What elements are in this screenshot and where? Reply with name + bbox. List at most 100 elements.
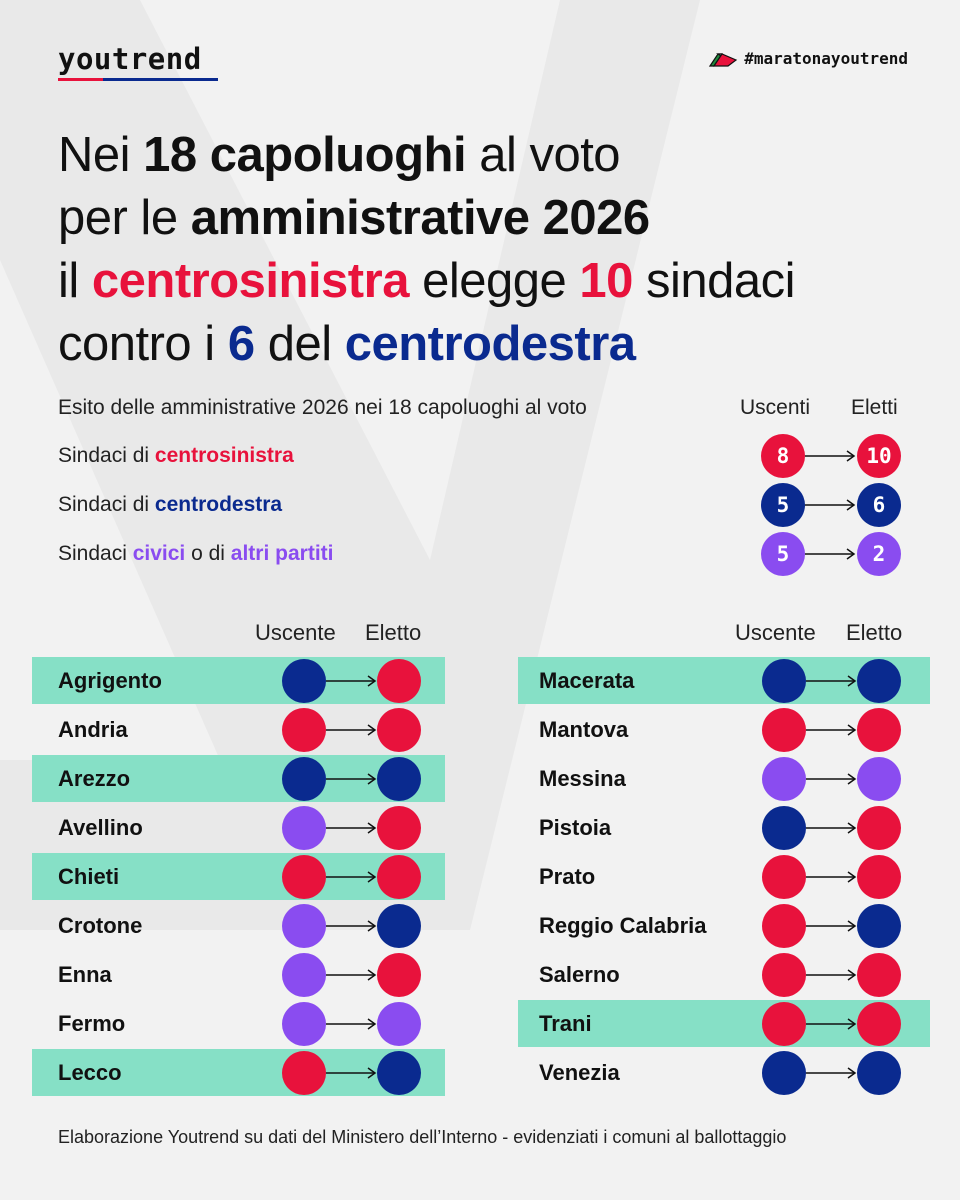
hashtag: #maratonayoutrend: [708, 48, 908, 68]
uscente-dot: [762, 806, 806, 850]
left-col-eletto: Eletto: [365, 620, 422, 645]
city-name: Prato: [539, 864, 596, 889]
city-name: Reggio Calabria: [539, 913, 707, 938]
arrow-icon: [806, 724, 857, 736]
count-civ-eletti: 2: [857, 532, 901, 576]
eletto-dot: [377, 904, 421, 948]
eletto-dot: [857, 659, 901, 703]
hashtag-text: #maratonayoutrend: [744, 48, 908, 68]
table-row: Macerata: [518, 657, 930, 704]
footer-note: Elaborazione Youtrend su dati del Minist…: [58, 1127, 787, 1147]
city-name: Trani: [539, 1011, 592, 1036]
summary-col-eletti: Eletti: [851, 396, 898, 419]
arrow-icon: [326, 920, 377, 932]
city-name: Avellino: [58, 815, 143, 840]
table-row: Agrigento: [32, 657, 445, 704]
city-name: Macerata: [539, 668, 635, 693]
eletto-dot: [377, 757, 421, 801]
table-row: Venezia: [518, 1049, 930, 1096]
table-row: Mantova: [518, 706, 930, 753]
youtrend-logo: youtrend: [58, 42, 202, 76]
eletto-dot: [377, 1002, 421, 1046]
arrow-icon: [326, 871, 377, 883]
eletto-dot: [857, 855, 901, 899]
table-row: Messina: [518, 755, 930, 802]
uscente-dot: [282, 806, 326, 850]
table-row: Arezzo: [32, 755, 445, 802]
arrow-icon: [326, 1018, 377, 1030]
uscente-dot: [762, 708, 806, 752]
table-row: Andria: [32, 706, 445, 753]
table-row: Avellino: [32, 804, 445, 851]
table-row: Reggio Calabria: [518, 902, 930, 949]
arrow-icon: [326, 822, 377, 834]
arrow-icon: [806, 675, 857, 687]
arrow-icon: [326, 724, 377, 736]
city-name: Lecco: [58, 1060, 122, 1085]
count-cd-uscenti: 5: [761, 483, 805, 527]
summary-row-centrosinistra: Sindaci di centrosinistra: [58, 444, 294, 467]
city-name: Mantova: [539, 717, 629, 742]
table-row: Prato: [518, 853, 930, 900]
city-name: Pistoia: [539, 815, 612, 840]
eletto-dot: [857, 708, 901, 752]
city-name: Salerno: [539, 962, 620, 987]
uscente-dot: [282, 757, 326, 801]
uscente-dot: [762, 1002, 806, 1046]
uscente-dot: [282, 904, 326, 948]
left-col-uscente: Uscente: [255, 620, 336, 645]
count-cs-uscenti: 8: [761, 434, 805, 478]
uscente-dot: [282, 708, 326, 752]
table-row: Lecco: [32, 1049, 445, 1096]
city-name: Enna: [58, 962, 112, 987]
eletto-dot: [857, 806, 901, 850]
uscente-dot: [762, 855, 806, 899]
uscente-dot: [762, 659, 806, 703]
eletto-dot: [857, 757, 901, 801]
city-name: Crotone: [58, 913, 143, 938]
arrow-icon: [806, 871, 857, 883]
logo-underline: [58, 78, 218, 81]
uscente-dot: [282, 1051, 326, 1095]
arrow-icon: [326, 1067, 377, 1079]
headline: Nei 18 capoluoghi al voto per le amminis…: [58, 128, 795, 371]
right-col-uscente: Uscente: [735, 620, 816, 645]
arrow-icon: [805, 450, 856, 462]
arrow-icon: [326, 969, 377, 981]
city-name: Andria: [58, 717, 128, 742]
eletto-dot: [857, 953, 901, 997]
arrow-icon: [326, 675, 377, 687]
table-row: Chieti: [32, 853, 445, 900]
table-row: Trani: [518, 1000, 930, 1047]
uscente-dot: [282, 659, 326, 703]
arrow-icon: [806, 822, 857, 834]
count-cs-eletti: 10: [857, 434, 901, 478]
arrow-icon: [806, 1067, 857, 1079]
table-row: Crotone: [32, 902, 445, 949]
eletto-dot: [377, 806, 421, 850]
summary-title: Esito delle amministrative 2026 nei 18 c…: [58, 396, 587, 419]
italian-flag-icon: [709, 53, 738, 67]
eletto-dot: [377, 1051, 421, 1095]
city-name: Venezia: [539, 1060, 620, 1085]
city-name: Chieti: [58, 864, 120, 889]
city-name: Arezzo: [58, 766, 131, 791]
right-col-eletto: Eletto: [846, 620, 903, 645]
uscente-dot: [282, 953, 326, 997]
arrow-icon: [805, 499, 856, 511]
arrow-icon: [806, 773, 857, 785]
city-name: Fermo: [58, 1011, 126, 1036]
eletto-dot: [377, 659, 421, 703]
count-civ-uscenti: 5: [761, 532, 805, 576]
table-row: Salerno: [518, 951, 930, 998]
summary-row-centrodestra: Sindaci di centrodestra: [58, 493, 283, 516]
arrow-icon: [806, 920, 857, 932]
uscente-dot: [762, 757, 806, 801]
uscente-dot: [762, 953, 806, 997]
eletto-dot: [377, 708, 421, 752]
eletto-dot: [377, 855, 421, 899]
eletto-dot: [857, 1002, 901, 1046]
arrow-icon: [326, 773, 377, 785]
eletto-dot: [377, 953, 421, 997]
summary-row-civici: Sindaci civici o di altri partiti: [58, 542, 334, 565]
